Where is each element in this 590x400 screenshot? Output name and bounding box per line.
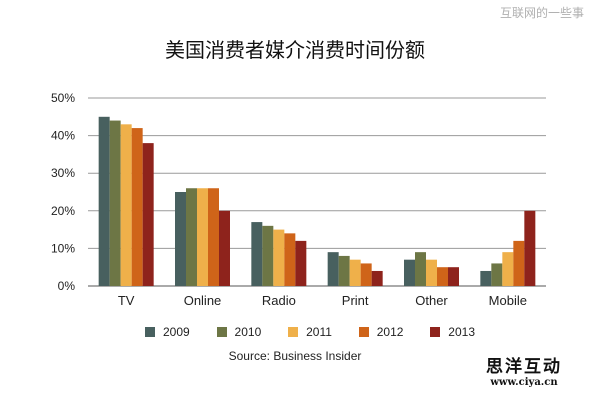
bar-print-2012 <box>360 263 372 286</box>
legend-item-2011: 2011 <box>288 325 332 339</box>
bar-mobile-2010 <box>491 263 503 286</box>
bar-other-2012 <box>437 267 448 286</box>
bar-other-2009 <box>404 259 415 286</box>
bar-mobile-2009 <box>480 270 492 286</box>
legend-swatch <box>145 327 155 337</box>
bar-online-2013 <box>219 210 230 286</box>
x-tick-label: Mobile <box>489 293 527 308</box>
bar-online-2011 <box>197 188 208 286</box>
bar-print-2010 <box>338 255 350 286</box>
legend-item-2010: 2010 <box>216 325 262 339</box>
bar-online-2010 <box>186 188 197 286</box>
x-tick-label: Radio <box>262 293 296 308</box>
legend-item-2013: 2013 <box>430 325 475 339</box>
bar-radio-2009 <box>251 222 263 286</box>
legend-label: 2009 <box>163 325 190 339</box>
legend-label: 2010 <box>234 325 262 339</box>
y-tick-label: 40% <box>51 129 75 143</box>
legend-swatch <box>288 327 299 337</box>
legend-item-2009: 2009 <box>145 325 190 339</box>
legend-item-2012: 2012 <box>358 325 404 339</box>
bars <box>98 116 536 286</box>
bar-online-2009 <box>175 192 186 286</box>
bar-tv-2013 <box>142 143 154 286</box>
bar-print-2013 <box>371 270 383 286</box>
bar-radio-2012 <box>284 233 296 286</box>
bar-radio-2010 <box>262 225 274 286</box>
x-tick-label: TV <box>118 293 135 308</box>
bar-mobile-2012 <box>513 240 525 286</box>
bar-print-2009 <box>327 252 339 286</box>
legend-swatch <box>358 327 369 337</box>
bar-radio-2013 <box>295 240 307 286</box>
legend-swatch <box>430 327 441 337</box>
bar-online-2012 <box>208 188 219 286</box>
bar-print-2011 <box>349 259 361 286</box>
source-note: Source: Business Insider <box>228 349 362 363</box>
bar-other-2011 <box>426 259 437 286</box>
bar-other-2010 <box>415 252 426 286</box>
x-tick-label: Online <box>184 293 222 308</box>
grid-lines <box>88 97 546 287</box>
brand-name: 思洋互动 <box>486 357 562 377</box>
x-tick-label: Other <box>415 293 448 308</box>
bar-tv-2012 <box>131 128 143 286</box>
top-watermark: 互联网的一些事 <box>499 6 584 20</box>
y-tick-label: 0% <box>58 279 76 293</box>
bar-mobile-2011 <box>502 252 514 286</box>
bar-radio-2011 <box>273 229 285 286</box>
bar-tv-2010 <box>109 120 121 286</box>
bar-other-2013 <box>448 267 459 286</box>
bar-mobile-2013 <box>524 210 536 286</box>
legend-label: 2013 <box>448 325 475 339</box>
chart-title: 美国消费者媒介消费时间份额 <box>165 38 425 62</box>
legend-label: 2012 <box>376 325 404 339</box>
bar-tv-2009 <box>98 116 110 286</box>
legend-label: 2011 <box>306 325 332 339</box>
y-tick-label: 30% <box>51 166 75 180</box>
brand-url: www.ciya.cn <box>490 377 558 388</box>
legend-swatch <box>216 327 227 337</box>
x-axis-ticks: TV Online Radio Print Other Mobile <box>118 293 527 308</box>
y-tick-label: 50% <box>51 91 75 105</box>
brand-logo: 思洋互动 www.ciya.cn <box>486 358 562 389</box>
y-axis-ticks: 0% 10% 20% 30% 40% 50% <box>51 91 75 293</box>
y-tick-label: 20% <box>51 204 75 218</box>
bar-tv-2011 <box>120 124 132 286</box>
legend: 2009 2010 2011 2012 2013 <box>145 325 475 339</box>
x-tick-label: Print <box>342 293 369 308</box>
y-tick-label: 10% <box>51 241 75 255</box>
